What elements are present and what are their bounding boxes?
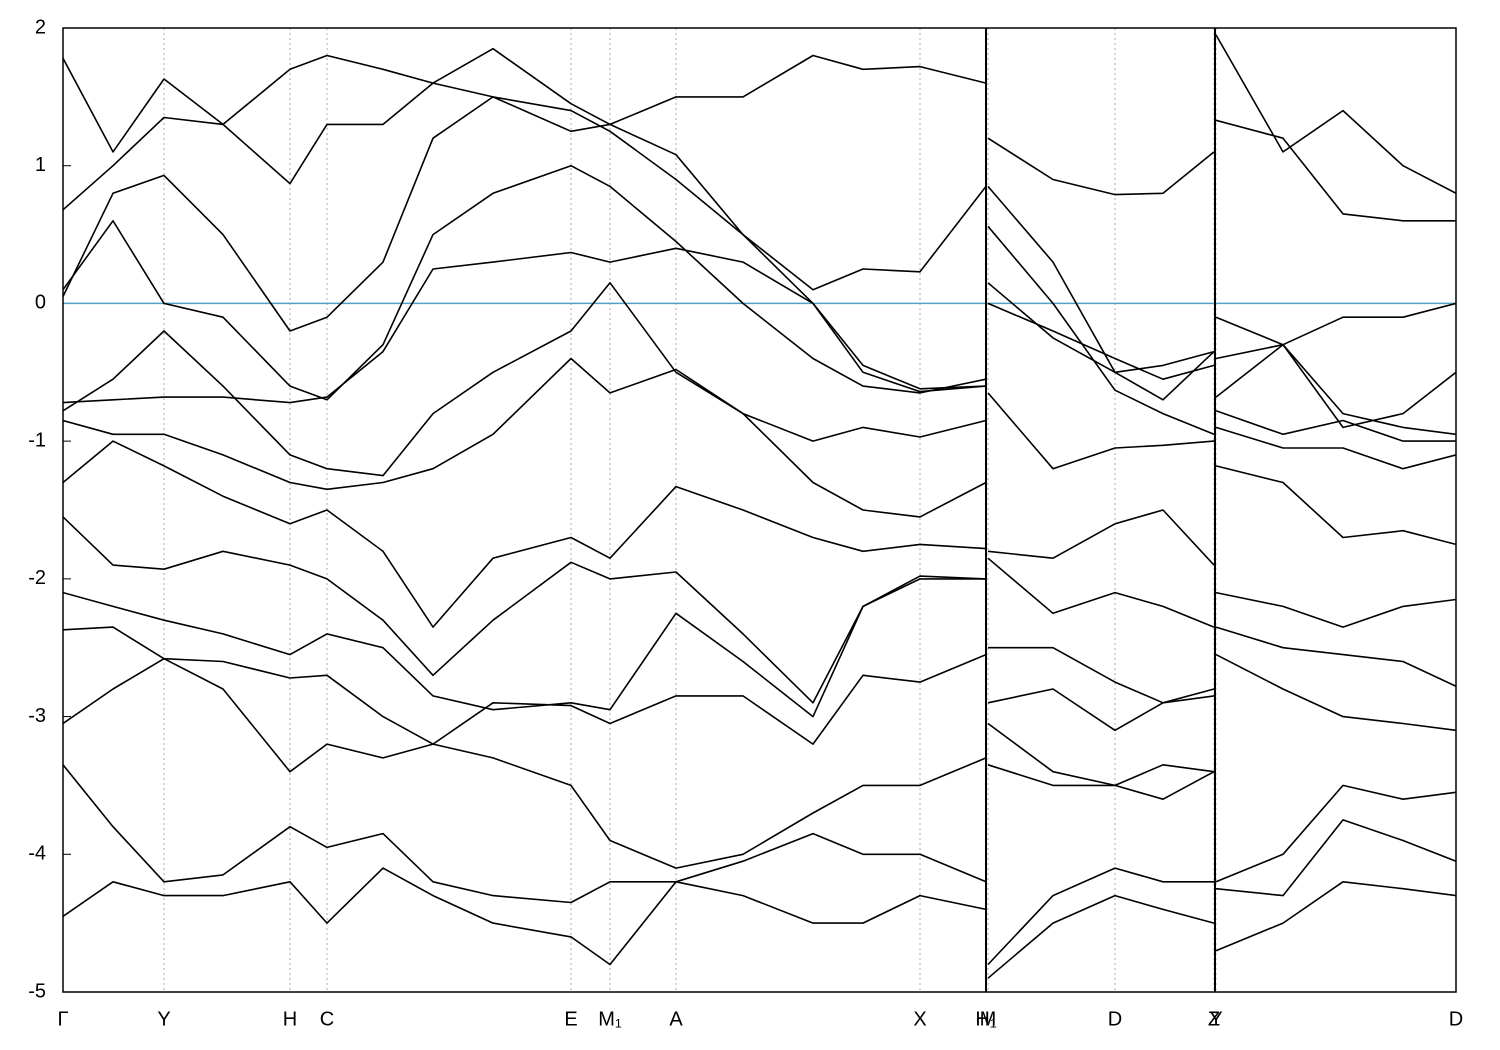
band-line [63, 282, 1456, 477]
x-tick-label: Z [1208, 1008, 1220, 1030]
x-tick-label: M₁ [598, 1008, 622, 1030]
band-line [63, 440, 1456, 628]
x-tick-label: D [1449, 1008, 1463, 1030]
band-line [63, 357, 1456, 566]
band-line [63, 867, 1456, 979]
band-line [63, 164, 1456, 401]
y-tick-label: -3 [28, 705, 46, 727]
x-tick-label: A [669, 1008, 683, 1030]
y-tick-label: -2 [28, 567, 46, 589]
y-tick-label: 0 [35, 292, 46, 314]
x-tick-label: C [320, 1008, 334, 1030]
x-tick-label: X [913, 1008, 926, 1030]
x-tick-label: Y [157, 1008, 170, 1030]
x-tick-label: H₁ [975, 1008, 996, 1030]
x-tick-label: M [980, 1008, 997, 1030]
bands [63, 34, 1456, 979]
plot-frame [62, 27, 1457, 993]
grid [62, 27, 1457, 993]
y-tick-label: 1 [35, 154, 46, 176]
y-tick-label: -1 [28, 429, 46, 451]
band-line [63, 657, 1456, 883]
band-line [63, 626, 1456, 800]
band-line [63, 578, 1456, 732]
band-line [63, 34, 1456, 196]
x-tick-label: Y [1209, 1008, 1222, 1030]
y-tick-label: -4 [28, 843, 46, 865]
band-line [63, 764, 1456, 966]
band-line [63, 96, 1456, 429]
band-line [63, 516, 1456, 704]
y-tick-label: 2 [35, 16, 46, 38]
x-tick-label: Γ [57, 1008, 68, 1030]
y-tick-label: -5 [28, 980, 46, 1002]
x-tick-label: E [564, 1008, 577, 1030]
x-tick-label: D [1108, 1008, 1122, 1030]
x-tick-label: H [283, 1008, 297, 1030]
band-line [63, 225, 1456, 436]
band-line [63, 82, 1456, 401]
